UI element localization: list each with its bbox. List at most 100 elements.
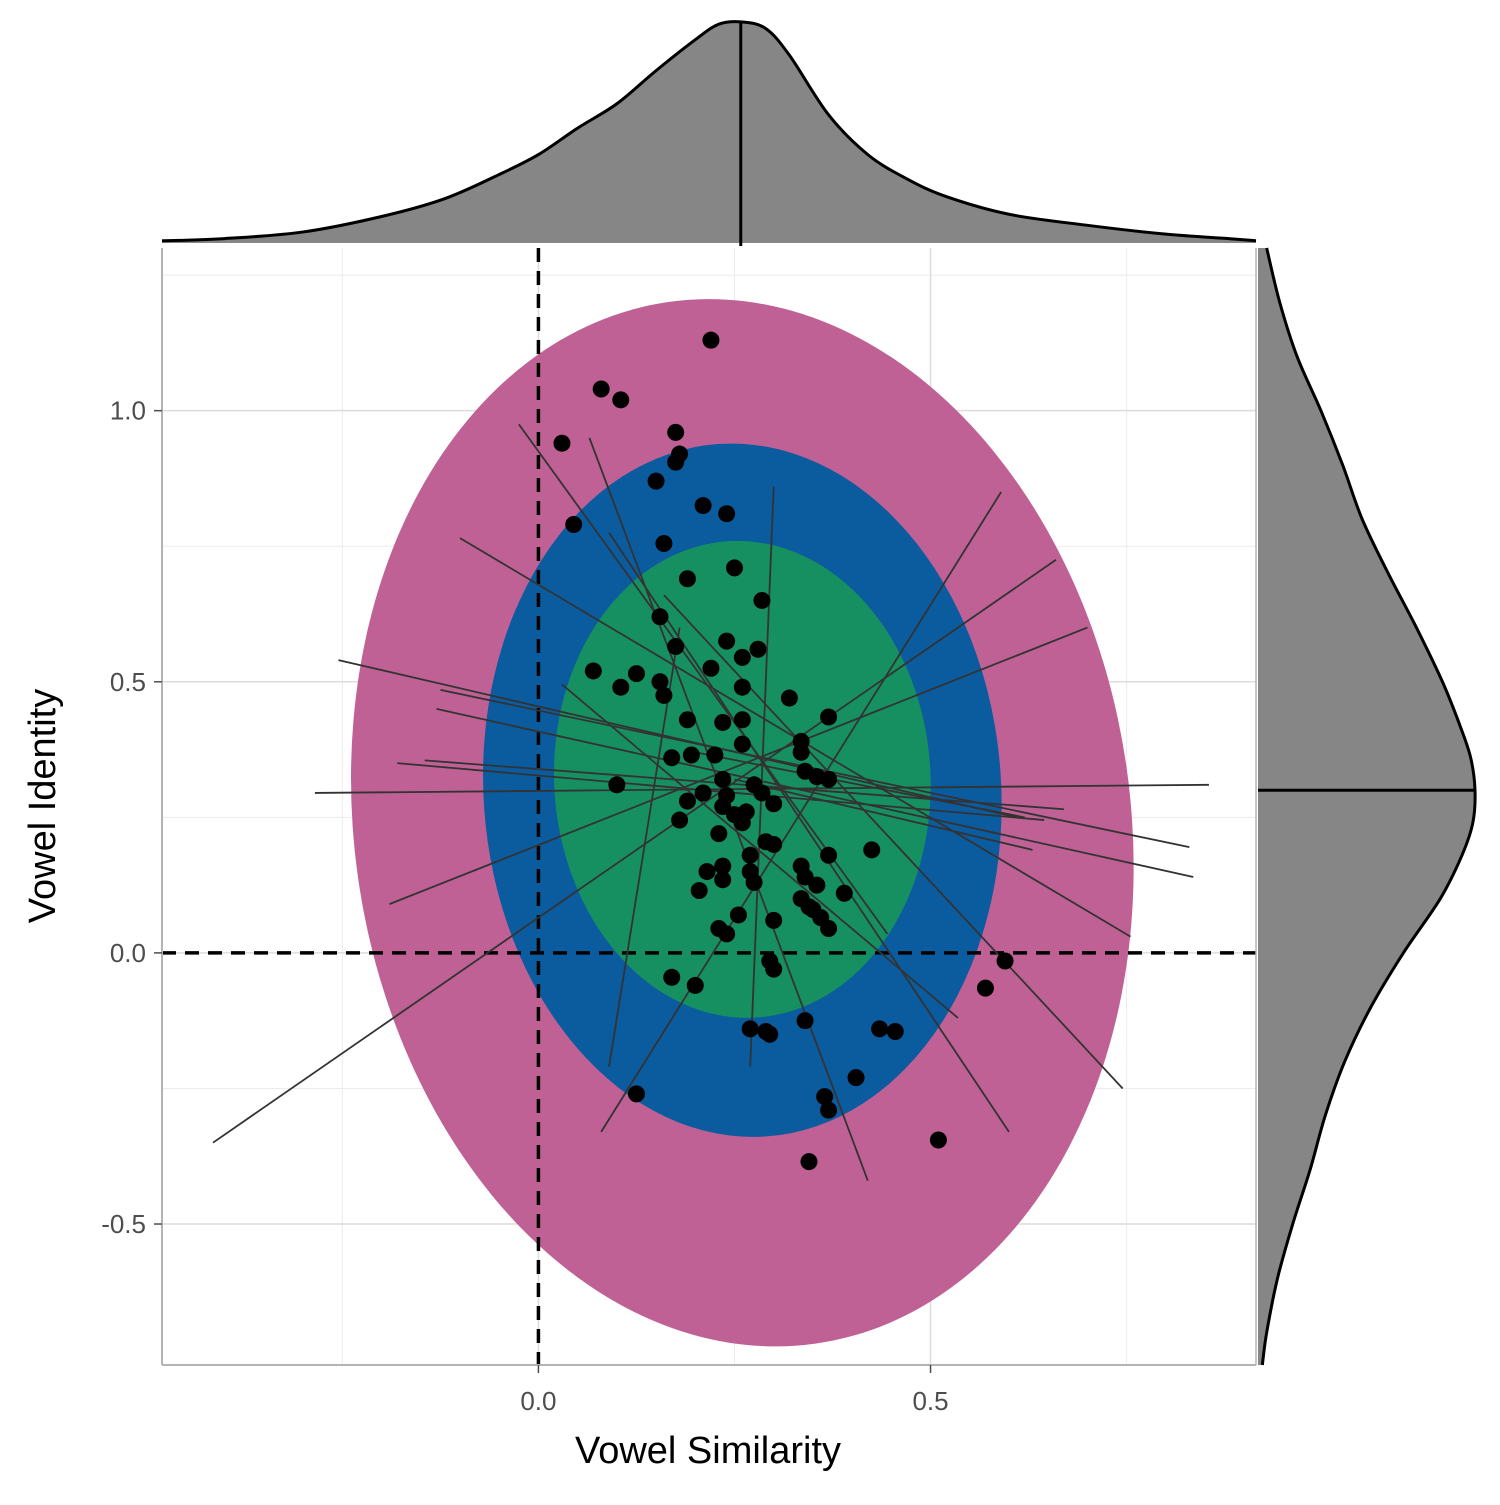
data-point <box>753 784 771 802</box>
data-point <box>749 640 767 658</box>
data-point <box>835 884 853 902</box>
fit-line <box>436 708 1194 878</box>
data-point <box>796 1012 814 1030</box>
data-point <box>710 825 728 843</box>
right-marginal-density <box>1258 247 1477 1366</box>
x-axis-title: Vowel Similarity <box>575 1430 841 1472</box>
data-point <box>792 743 810 761</box>
y-tick-label: 1.0 <box>110 396 146 426</box>
data-point <box>718 925 736 943</box>
data-point <box>584 662 602 680</box>
right-density-area <box>1258 248 1476 1365</box>
data-point <box>820 846 838 864</box>
data-point <box>929 1131 947 1149</box>
data-point <box>718 632 736 650</box>
data-point <box>741 1020 759 1038</box>
data-point <box>667 638 685 656</box>
data-point <box>863 841 881 859</box>
fit-line <box>561 683 959 1019</box>
data-point <box>612 678 630 696</box>
y-axis-title: Vowel Identity <box>22 689 64 923</box>
axes: 0.0 0.5 -0.5 0.0 0.5 1.0 <box>101 248 1257 1416</box>
data-point <box>820 1101 838 1119</box>
data-point <box>886 1023 904 1041</box>
data-point <box>765 911 783 929</box>
data-point <box>729 906 747 924</box>
data-point <box>553 434 571 452</box>
data-point <box>733 678 751 696</box>
top-marginal-density <box>161 20 1257 246</box>
top-density-curve <box>161 20 1257 243</box>
data-point <box>871 1020 889 1038</box>
data-point <box>647 472 665 490</box>
data-point <box>671 811 689 829</box>
data-point <box>714 770 732 788</box>
data-point <box>847 1069 865 1087</box>
fit-line <box>389 626 1088 905</box>
data-point <box>714 871 732 889</box>
fit-line <box>749 486 775 1067</box>
fit-line <box>600 491 1002 1133</box>
data-point <box>725 559 743 577</box>
data-point <box>816 1088 834 1106</box>
data-point <box>682 746 700 764</box>
data-point <box>976 979 994 997</box>
data-point <box>820 770 838 788</box>
y-tick-label: 0.5 <box>110 667 146 697</box>
data-point <box>820 920 838 938</box>
data-point <box>718 505 736 523</box>
fit-line <box>424 759 1064 811</box>
ellipse-inner <box>553 540 931 1018</box>
data-point <box>733 735 751 753</box>
data-point <box>651 608 669 626</box>
data-point <box>820 708 838 726</box>
data-point <box>663 968 681 986</box>
data-point <box>694 497 712 515</box>
y-tick-label: -0.5 <box>101 1209 146 1239</box>
data-point <box>655 686 673 704</box>
data-point <box>702 331 720 349</box>
data-point <box>733 648 751 666</box>
data-point <box>765 835 783 853</box>
data-point <box>698 863 716 881</box>
data-point <box>765 795 783 813</box>
data-point <box>655 535 673 553</box>
data-point <box>612 391 630 409</box>
data-point <box>765 960 783 978</box>
data-point <box>592 380 610 398</box>
top-density-area <box>162 21 1256 243</box>
data-point <box>706 746 724 764</box>
data-point <box>808 876 826 894</box>
fit-line <box>695 751 1025 819</box>
data-point <box>741 846 759 864</box>
data-point <box>733 711 751 729</box>
data-point <box>714 713 732 731</box>
data-point <box>753 591 771 609</box>
fit-line <box>338 659 1018 819</box>
data-point <box>800 1153 818 1171</box>
data-point <box>761 1025 779 1043</box>
x-tick-label: 0.0 <box>520 1386 556 1416</box>
fit-line <box>734 778 1033 851</box>
data-point <box>745 873 763 891</box>
data-point <box>690 882 708 900</box>
data-point <box>565 516 583 534</box>
data-point <box>714 857 732 875</box>
data-point <box>996 952 1014 970</box>
data-point <box>702 659 720 677</box>
data-point <box>686 976 704 994</box>
data-point <box>694 784 712 802</box>
data-point <box>627 1085 645 1103</box>
data-point <box>678 792 696 810</box>
x-tick-label: 0.5 <box>912 1386 948 1416</box>
data-points <box>553 331 1014 1171</box>
data-point <box>733 814 751 832</box>
data-point <box>678 711 696 729</box>
data-point <box>627 665 645 683</box>
fit-line <box>663 594 1124 1090</box>
data-point <box>651 673 669 691</box>
data-point <box>667 453 685 471</box>
data-point <box>678 570 696 588</box>
fit-line <box>212 559 1057 1144</box>
